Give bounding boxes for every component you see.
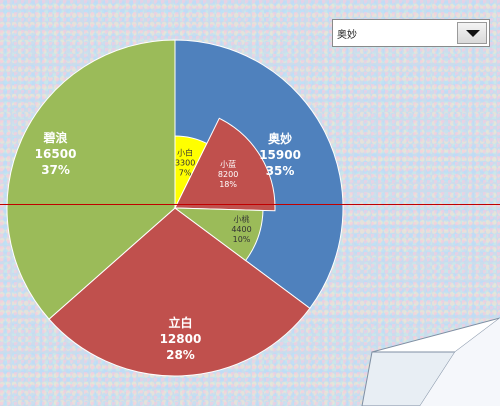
inner-label-name-1: 小蓝 — [220, 159, 236, 169]
dropdown-selected-value: 奥妙 — [337, 30, 357, 41]
outer-label-percent-2: 37% — [41, 163, 70, 177]
chevron-down-icon — [466, 30, 480, 37]
inner-slice-2 — [173, 207, 264, 262]
outer-label-name-0: 奥妙 — [268, 131, 292, 146]
outer-label-name-1: 立白 — [168, 315, 192, 330]
inner-label-value-0: 3300 — [175, 159, 195, 168]
inner-slice-1 — [174, 117, 276, 212]
inner-label-name-2: 小桃 — [234, 214, 250, 224]
outer-slice-2 — [6, 39, 176, 320]
inner-label-value-1: 8200 — [218, 170, 238, 179]
outer-slice-1 — [48, 207, 311, 377]
inner-label-percent-1: 18% — [219, 180, 237, 189]
outer-label-value-2: 16500 — [35, 147, 77, 161]
inner-label-name-0: 小白 — [177, 148, 193, 158]
outer-label-percent-0: 35% — [266, 164, 295, 178]
inner-label-value-2: 4400 — [231, 225, 251, 234]
outer-label-percent-1: 28% — [166, 348, 195, 362]
dropdown-button[interactable] — [457, 22, 487, 44]
outer-label-value-1: 12800 — [160, 332, 202, 346]
brand-dropdown[interactable]: 奥妙 — [332, 19, 490, 47]
outer-label-value-0: 15900 — [259, 148, 301, 162]
inner-label-percent-2: 10% — [233, 235, 251, 244]
outer-label-name-2: 碧浪 — [43, 130, 68, 145]
inner-pie — [173, 117, 276, 262]
red-horizontal-line — [0, 204, 500, 205]
inner-label-percent-0: 7% — [179, 169, 192, 178]
